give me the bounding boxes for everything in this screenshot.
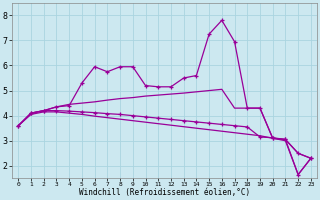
X-axis label: Windchill (Refroidissement éolien,°C): Windchill (Refroidissement éolien,°C) [79,188,250,197]
